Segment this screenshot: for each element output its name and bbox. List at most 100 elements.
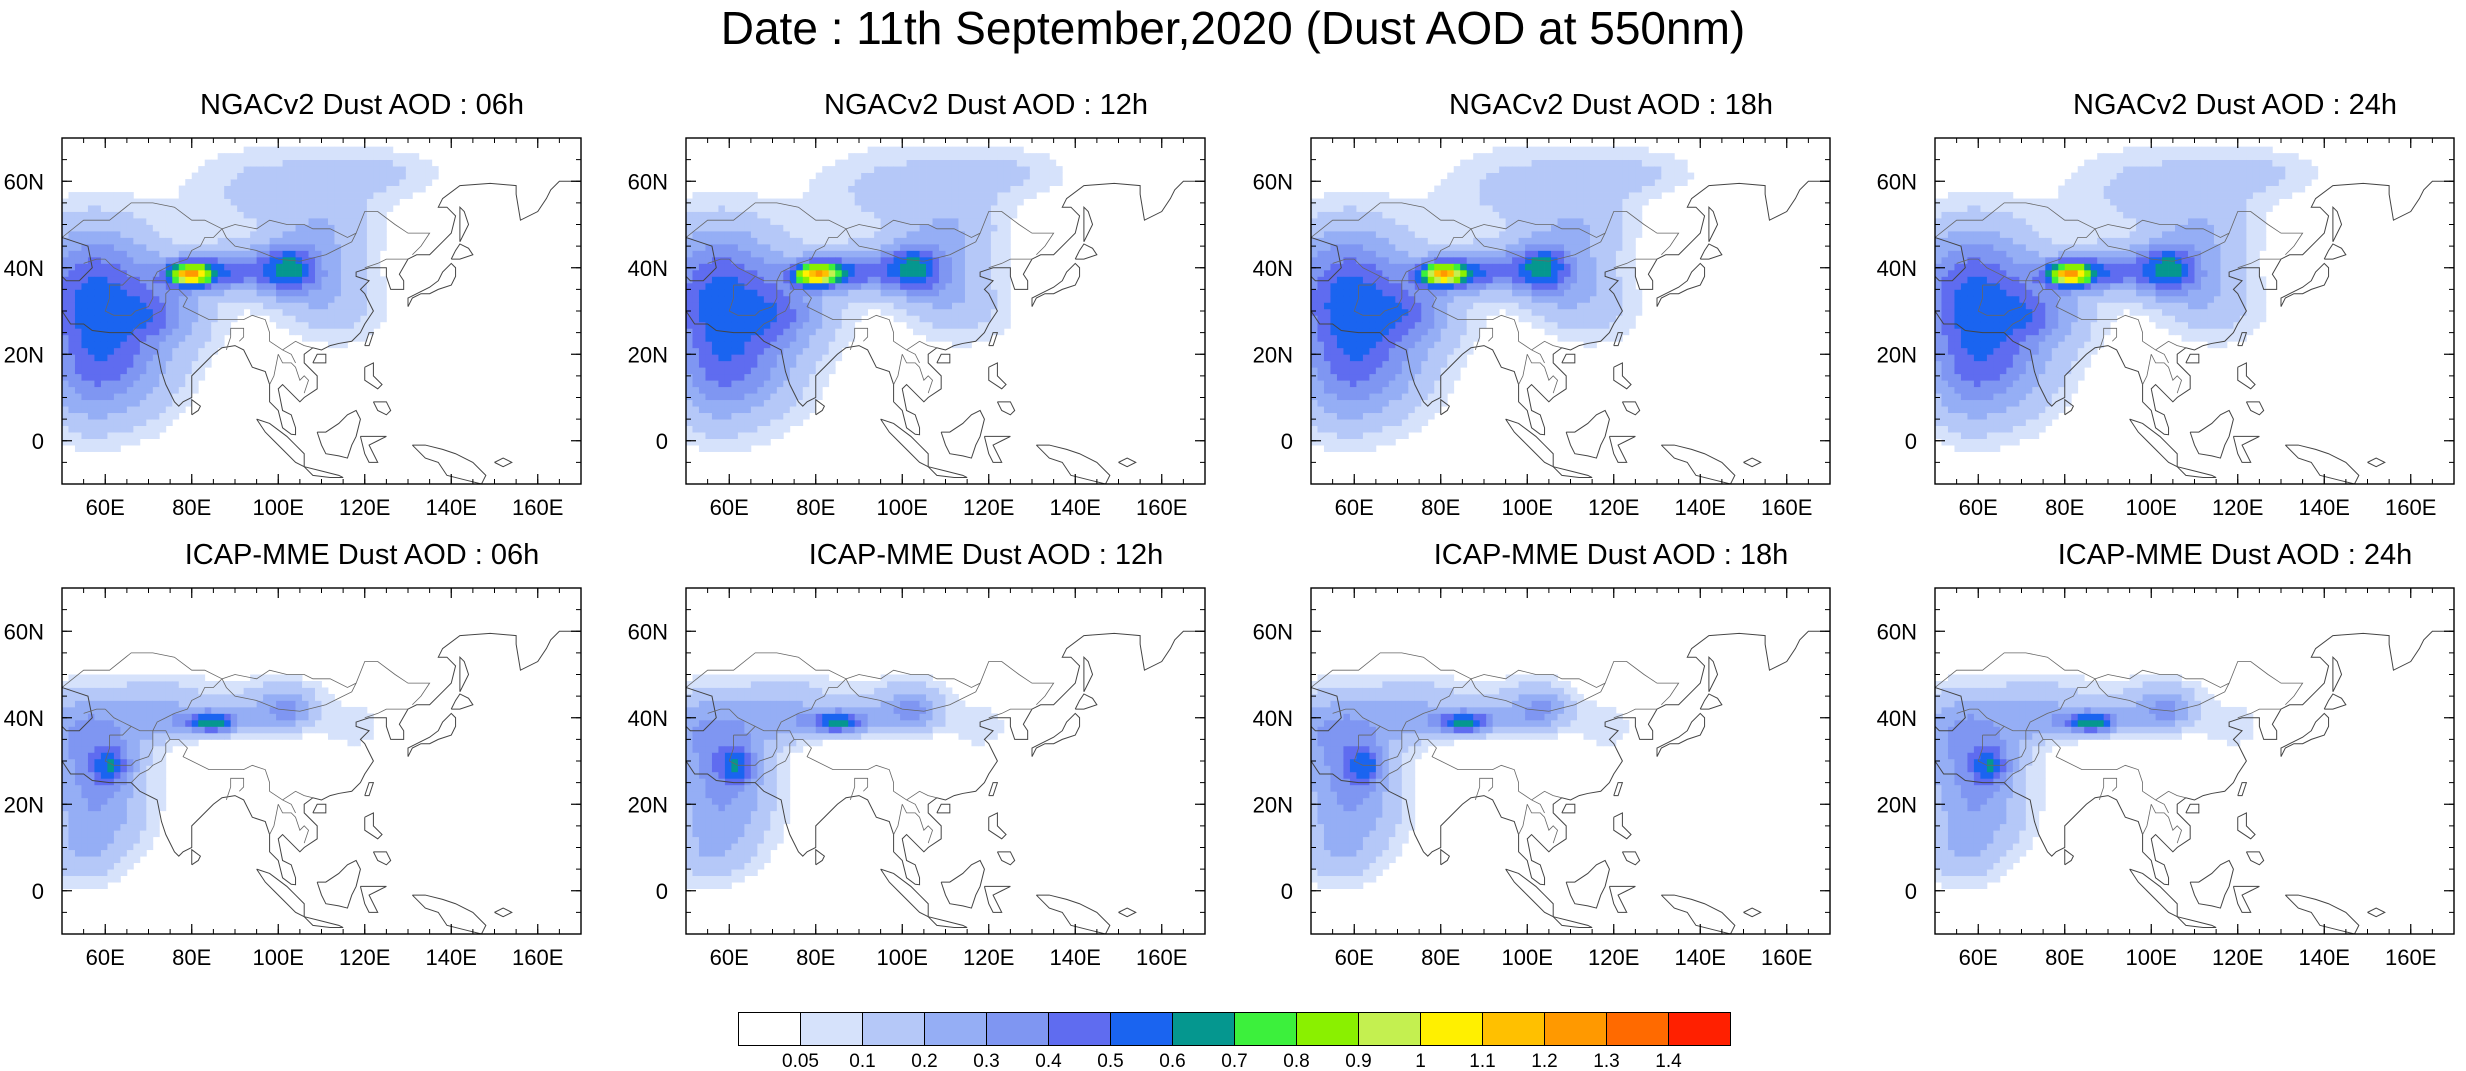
aod-cell (204, 341, 212, 349)
aod-cell (1564, 218, 1571, 225)
aod-cell (900, 243, 907, 251)
aod-cell (750, 360, 758, 368)
aod-cell (1512, 276, 1519, 284)
aod-cell (686, 308, 693, 316)
aod-cell (1388, 341, 1396, 349)
aod-cell (256, 289, 264, 297)
aod-cell (191, 250, 199, 258)
aod-cell (939, 302, 946, 310)
aod-cell (1343, 360, 1351, 368)
aod-cell (880, 192, 888, 199)
aod-cell (1499, 256, 1507, 264)
aod-cell (302, 276, 309, 284)
aod-cell (62, 412, 69, 420)
aod-cell (269, 302, 277, 310)
aod-cell (94, 205, 102, 212)
aod-cell (698, 295, 706, 303)
aod-cell (990, 295, 998, 303)
aod-cell (796, 263, 804, 271)
aod-cell (178, 302, 186, 310)
aod-cell (1369, 218, 1377, 225)
aod-cell (692, 198, 700, 206)
aod-cell (945, 243, 953, 251)
y-tick-label: 0 (656, 429, 668, 454)
aod-cell (198, 256, 206, 264)
aod-cell (1538, 282, 1545, 290)
aod-cell (1460, 282, 1468, 290)
aod-cell (133, 237, 141, 245)
aod-cell (165, 205, 173, 212)
aod-cell (951, 263, 959, 271)
aod-cell (711, 282, 719, 290)
aod-cell (900, 302, 907, 310)
aod-cell (1349, 282, 1357, 290)
aod-cell (1499, 250, 1507, 258)
aod-cell (692, 341, 700, 349)
aod-cell (711, 211, 719, 219)
aod-cell (1311, 269, 1318, 277)
aod-cell (848, 321, 856, 329)
aod-cell (1003, 243, 1011, 251)
aod-cell (913, 211, 920, 219)
aod-cell (1362, 198, 1370, 206)
aod-cell (1330, 393, 1338, 401)
aod-cell (1311, 295, 1318, 303)
aod-cell (62, 289, 69, 297)
aod-cell (724, 315, 732, 323)
aod-cell (1311, 328, 1318, 336)
aod-cell (1401, 230, 1409, 238)
aod-cell (964, 166, 972, 173)
aod-cell (250, 211, 258, 219)
aod-cell (1473, 218, 1481, 225)
aod-cell (1356, 192, 1364, 199)
aod-cell (809, 224, 817, 232)
aod-cell (1421, 282, 1429, 290)
aod-cell (1382, 315, 1390, 323)
aod-cell (152, 321, 160, 329)
aod-cell (1512, 295, 1519, 303)
aod-cell (1414, 419, 1422, 427)
aod-cell (692, 432, 700, 439)
aod-cell (763, 321, 771, 329)
aod-cell (211, 302, 219, 310)
aod-cell (224, 256, 232, 264)
aod-cell (958, 328, 966, 336)
aod-cell (1317, 347, 1325, 355)
aod-cell (913, 172, 920, 180)
aod-cell (172, 295, 180, 303)
aod-cell (81, 289, 89, 297)
aod-cell (744, 367, 752, 375)
aod-cell (178, 269, 186, 277)
aod-cell (379, 243, 387, 251)
aod-cell (74, 302, 82, 310)
aod-cell (848, 218, 856, 225)
aod-cell (1505, 289, 1513, 297)
aod-cell (217, 256, 225, 264)
aod-cell (87, 198, 95, 206)
aod-cell (1388, 276, 1396, 284)
aod-cell (880, 224, 888, 232)
aod-cell (256, 179, 264, 186)
aod-cell (185, 393, 193, 401)
aod-cell (165, 302, 173, 310)
aod-cell (854, 263, 862, 271)
aod-cell (958, 179, 966, 186)
aod-cell (107, 341, 115, 349)
aod-cell (815, 179, 823, 186)
aod-cell (211, 224, 219, 232)
aod-cell (783, 211, 791, 219)
aod-cell (1492, 179, 1500, 186)
aod-cell (822, 269, 830, 277)
aod-cell (1460, 256, 1468, 264)
aod-cell (874, 282, 882, 290)
aod-cell (256, 218, 264, 225)
aod-cell (763, 328, 771, 336)
aod-cell (828, 185, 836, 193)
aod-cell (159, 360, 167, 368)
aod-cell (250, 172, 258, 180)
aod-cell (204, 256, 212, 264)
aod-cell (74, 256, 82, 264)
aod-cell (224, 308, 232, 316)
aod-cell (1512, 289, 1519, 297)
aod-cell (1499, 185, 1507, 193)
